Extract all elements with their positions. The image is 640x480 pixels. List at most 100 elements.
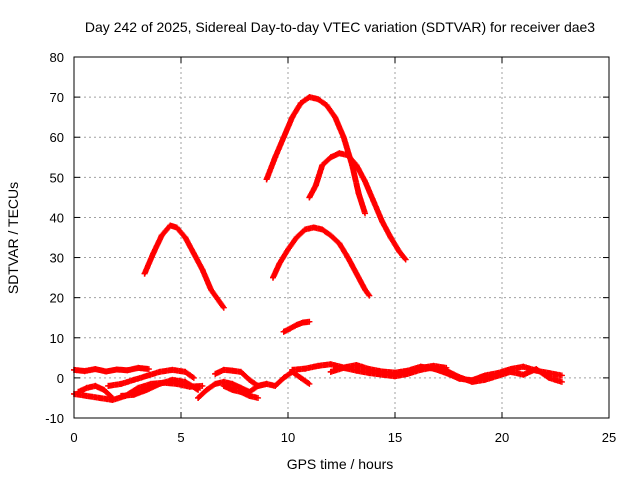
- data-point: [75, 388, 82, 395]
- data-point: [353, 367, 360, 374]
- data-point: [289, 366, 296, 373]
- x-tick-label: 25: [602, 430, 616, 445]
- data-point: [207, 286, 214, 293]
- y-tick-label: 70: [50, 90, 64, 105]
- data-point: [130, 391, 137, 398]
- series-arc-5: [280, 318, 313, 335]
- series-low-c: [75, 382, 116, 401]
- data-point: [199, 382, 206, 389]
- data-point: [173, 224, 180, 231]
- data-point: [362, 210, 369, 217]
- series-arc-1: [141, 222, 227, 311]
- data-point: [272, 382, 279, 389]
- series-arc-3: [306, 150, 409, 263]
- data-point: [124, 367, 131, 374]
- data-point: [280, 134, 287, 141]
- data-point: [150, 250, 157, 257]
- data-point: [270, 274, 277, 281]
- data-point: [212, 370, 219, 377]
- data-point: [246, 376, 253, 383]
- data-point: [141, 270, 148, 277]
- data-point: [220, 382, 227, 389]
- data-point: [469, 378, 476, 385]
- data-point: [344, 254, 351, 261]
- data-points: [71, 94, 565, 403]
- data-point: [332, 114, 339, 121]
- data-point: [289, 114, 296, 121]
- y-tick-label: 0: [57, 371, 64, 386]
- data-point: [417, 364, 424, 371]
- data-point: [310, 224, 317, 231]
- data-point: [118, 380, 125, 387]
- data-point: [229, 386, 236, 393]
- y-tick-label: 40: [50, 210, 64, 225]
- data-point: [327, 154, 334, 161]
- data-point: [340, 364, 347, 371]
- data-point: [481, 376, 488, 383]
- data-point: [327, 232, 334, 239]
- data-point: [92, 366, 99, 373]
- data-point: [387, 234, 394, 241]
- data-point: [314, 96, 321, 103]
- data-point: [297, 374, 304, 381]
- data-point: [353, 362, 360, 369]
- data-point: [195, 394, 202, 401]
- data-point: [167, 222, 174, 229]
- data-point: [336, 150, 343, 157]
- y-tick-label: 30: [50, 251, 64, 266]
- data-point: [362, 286, 369, 293]
- y-axis-label: SDTVAR / TECUs: [5, 182, 21, 294]
- x-tick-label: 10: [281, 430, 295, 445]
- data-point: [255, 382, 262, 389]
- data-point: [135, 364, 142, 371]
- y-tick-label: 20: [50, 291, 64, 306]
- data-point: [353, 270, 360, 277]
- data-point: [255, 394, 262, 401]
- data-point: [199, 266, 206, 273]
- data-point: [293, 234, 300, 241]
- data-point: [456, 374, 463, 381]
- data-point: [362, 178, 369, 185]
- data-point: [105, 382, 112, 389]
- data-point: [287, 325, 294, 332]
- series-low-g: [212, 366, 270, 389]
- data-point: [83, 392, 90, 399]
- data-point: [302, 226, 309, 233]
- data-point: [145, 366, 152, 373]
- data-point: [297, 100, 304, 107]
- data-point: [182, 378, 189, 385]
- data-point: [558, 378, 565, 385]
- data-point: [118, 392, 125, 399]
- data-point: [336, 240, 343, 247]
- data-point: [190, 250, 197, 257]
- data-point: [237, 388, 244, 395]
- data-point: [558, 372, 565, 379]
- data-point: [327, 361, 334, 368]
- y-tick-label: 50: [50, 170, 64, 185]
- ticks: 0 5 10 15 20 25 -10 0 10 20 30 40 50 60 70 80: [45, 50, 616, 445]
- data-point: [237, 368, 244, 375]
- data-point: [285, 246, 291, 253]
- data-point: [404, 368, 411, 375]
- data-point: [327, 368, 334, 375]
- data-point: [280, 374, 287, 381]
- data-point: [306, 94, 313, 101]
- data-point: [216, 298, 223, 305]
- x-tick-label: 5: [177, 430, 184, 445]
- data-point: [306, 380, 313, 387]
- data-point: [306, 318, 313, 325]
- data-point: [100, 386, 107, 393]
- data-point: [272, 154, 279, 161]
- data-point: [392, 370, 398, 377]
- y-tick-label: -10: [45, 411, 64, 426]
- data-point: [263, 176, 270, 183]
- data-point: [370, 198, 377, 205]
- chart-title: Day 242 of 2025, Sidereal Day-to-day VTE…: [85, 19, 595, 35]
- series-low-d: [105, 366, 197, 389]
- data-point: [533, 366, 540, 373]
- data-point: [156, 380, 163, 387]
- data-point: [113, 366, 120, 373]
- data-point: [182, 234, 189, 241]
- data-point: [353, 162, 360, 169]
